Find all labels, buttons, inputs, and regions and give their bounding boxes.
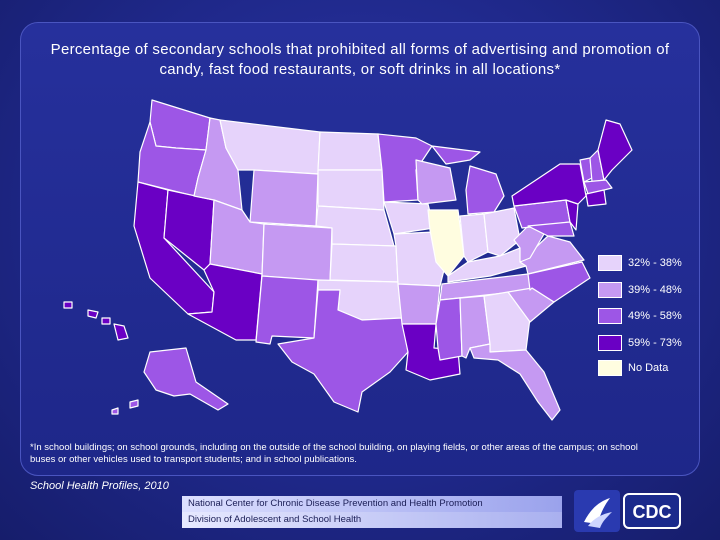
legend-label-1: 32% - 38% bbox=[628, 257, 682, 269]
state-connecticut bbox=[585, 189, 607, 207]
legend-swatch-2 bbox=[598, 282, 622, 298]
state-louisiana bbox=[401, 323, 461, 381]
legend-item-2: 39% - 48% bbox=[598, 282, 682, 298]
state-hawaii-islands bbox=[63, 301, 111, 325]
legend-item-5: No Data bbox=[598, 360, 668, 376]
state-alaska bbox=[143, 347, 229, 411]
state-arkansas bbox=[397, 283, 441, 325]
state-michigan bbox=[465, 165, 505, 215]
source-citation: School Health Profiles, 2010 bbox=[30, 480, 169, 492]
state-mississippi bbox=[435, 297, 463, 361]
state-new-york bbox=[511, 163, 587, 207]
state-wisconsin bbox=[415, 159, 457, 205]
state-florida bbox=[469, 343, 561, 421]
legend-swatch-5 bbox=[598, 360, 622, 376]
footer-center-name: National Center for Chronic Disease Prev… bbox=[182, 496, 562, 512]
legend-label-2: 39% - 48% bbox=[628, 284, 682, 296]
legend-item-3: 49% - 58% bbox=[598, 308, 682, 324]
state-iowa bbox=[383, 201, 435, 235]
legend-item-4: 59% - 73% bbox=[598, 335, 682, 351]
state-wyoming bbox=[249, 169, 319, 227]
legend-swatch-1 bbox=[598, 255, 622, 271]
state-south-dakota bbox=[317, 169, 385, 211]
legend-label-4: 59% - 73% bbox=[628, 337, 682, 349]
legend-swatch-4 bbox=[598, 335, 622, 351]
state-new-mexico bbox=[255, 275, 319, 345]
state-maine bbox=[597, 119, 633, 181]
state-texas bbox=[277, 289, 409, 413]
state-indiana bbox=[459, 213, 489, 263]
state-ohio bbox=[483, 207, 521, 257]
legend-label-5: No Data bbox=[628, 362, 669, 374]
cdc-logo-text: CDC bbox=[633, 502, 672, 522]
state-colorado bbox=[261, 223, 333, 283]
legend-item-1: 32% - 38% bbox=[598, 255, 682, 271]
state-alaska-islands bbox=[111, 399, 139, 415]
state-hawaii bbox=[113, 323, 129, 341]
state-maryland bbox=[527, 221, 575, 237]
cdc-logo: CDC bbox=[574, 490, 681, 532]
state-massachusetts bbox=[583, 179, 613, 195]
map-title: Percentage of secondary schools that pro… bbox=[50, 41, 670, 78]
state-kansas bbox=[329, 243, 399, 283]
state-michigan-upper bbox=[431, 145, 481, 165]
state-north-carolina bbox=[527, 261, 591, 303]
footer-division-name: Division of Adolescent and School Health bbox=[182, 512, 562, 528]
state-north-dakota bbox=[317, 131, 383, 171]
footnote: *In school buildings; on school grounds,… bbox=[30, 442, 638, 465]
legend-swatch-3 bbox=[598, 308, 622, 324]
legend-label-3: 49% - 58% bbox=[628, 310, 682, 322]
state-washington bbox=[149, 99, 211, 151]
